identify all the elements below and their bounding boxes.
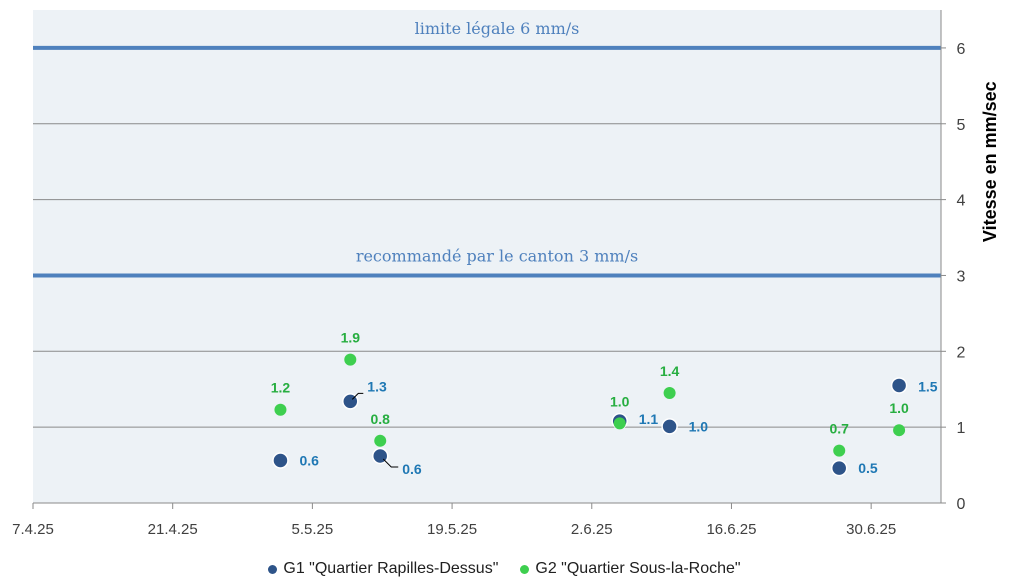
x-tick-label: 2.6.25 [571,521,613,538]
leader-line [382,458,399,468]
data-points [272,353,908,477]
reference-label-6: limite légale 6 mm/s [415,19,580,38]
leader-line [351,392,364,400]
point-g1 [661,418,678,435]
plot-area [33,10,941,503]
scatter-chart: limite légale 6 mm/s recommandé par le ca… [12,10,1000,538]
data-label-g1: 0.5 [858,460,878,476]
data-label-g2: 1.2 [271,380,291,396]
legend-marker-g2 [520,564,530,574]
legend-marker-g1 [268,564,278,574]
legend-label-g1: G1 "Quartier Rapilles-Dessus" [283,560,499,577]
x-tick-label: 5.5.25 [292,521,334,538]
legend-item-g2: G2 "Quartier Sous-la-Roche" [520,556,741,582]
point-g2 [274,403,287,416]
data-labels: 0.6 1.3 0.6 1.1 1.0 0.5 1.5 1.2 1.9 0.8 1.0 1.4 0.7 1… [271,330,938,477]
legend: G1 "Quartier Rapilles-Dessus" G2 "Quarti… [0,556,1009,582]
point-g1 [830,459,848,477]
data-label-g1: 1.3 [367,378,387,394]
point-g1 [890,377,908,394]
data-label-g1: 0.6 [299,453,319,469]
y-tick-label: 0 [957,496,966,513]
y-tick-label: 5 [957,117,966,134]
axes [32,10,946,509]
data-label-g1: 0.6 [402,461,422,477]
x-tick-label: 16.6.25 [706,521,756,538]
point-g2 [374,434,387,447]
legend-label-g2: G2 "Quartier Sous-la-Roche" [535,560,741,577]
y-tick-label: 6 [957,41,966,58]
point-g2 [893,424,906,437]
y-axis-label: Vitesse en mm/sec [980,81,1000,242]
tick-labels: 7.4.25 21.4.25 5.5.25 19.5.25 2.6.25 16.6.25 3… [12,41,965,538]
point-g1 [272,452,289,469]
x-tick-label: 21.4.25 [148,521,198,538]
reference-label-3: recommandé par le canton 3 mm/s [356,246,638,265]
data-label-g2: 1.0 [610,393,630,409]
data-label-g2: 1.0 [889,400,909,416]
y-tick-label: 2 [957,344,966,361]
data-label-g1: 1.0 [689,418,709,434]
data-label-g2: 1.9 [341,330,361,346]
point-g2 [833,444,846,457]
data-label-g2: 0.7 [829,421,849,437]
x-tick-label: 19.5.25 [427,521,477,538]
y-tick-label: 4 [957,193,966,210]
point-g2 [663,387,676,400]
reference-lines: limite légale 6 mm/s recommandé par le ca… [33,19,941,278]
data-label-g2: 1.4 [660,363,680,379]
legend-item-g1: G1 "Quartier Rapilles-Dessus" [268,556,498,582]
data-label-g1: 1.1 [639,411,659,427]
x-tick-label: 30.6.25 [846,521,896,538]
point-g2 [344,353,357,366]
x-tick-label: 7.4.25 [12,521,54,538]
data-label-g2: 0.8 [371,411,391,427]
y-tick-label: 3 [957,268,966,285]
data-label-g1: 1.5 [918,378,938,394]
y-tick-label: 1 [957,420,966,437]
point-g2 [613,417,626,430]
